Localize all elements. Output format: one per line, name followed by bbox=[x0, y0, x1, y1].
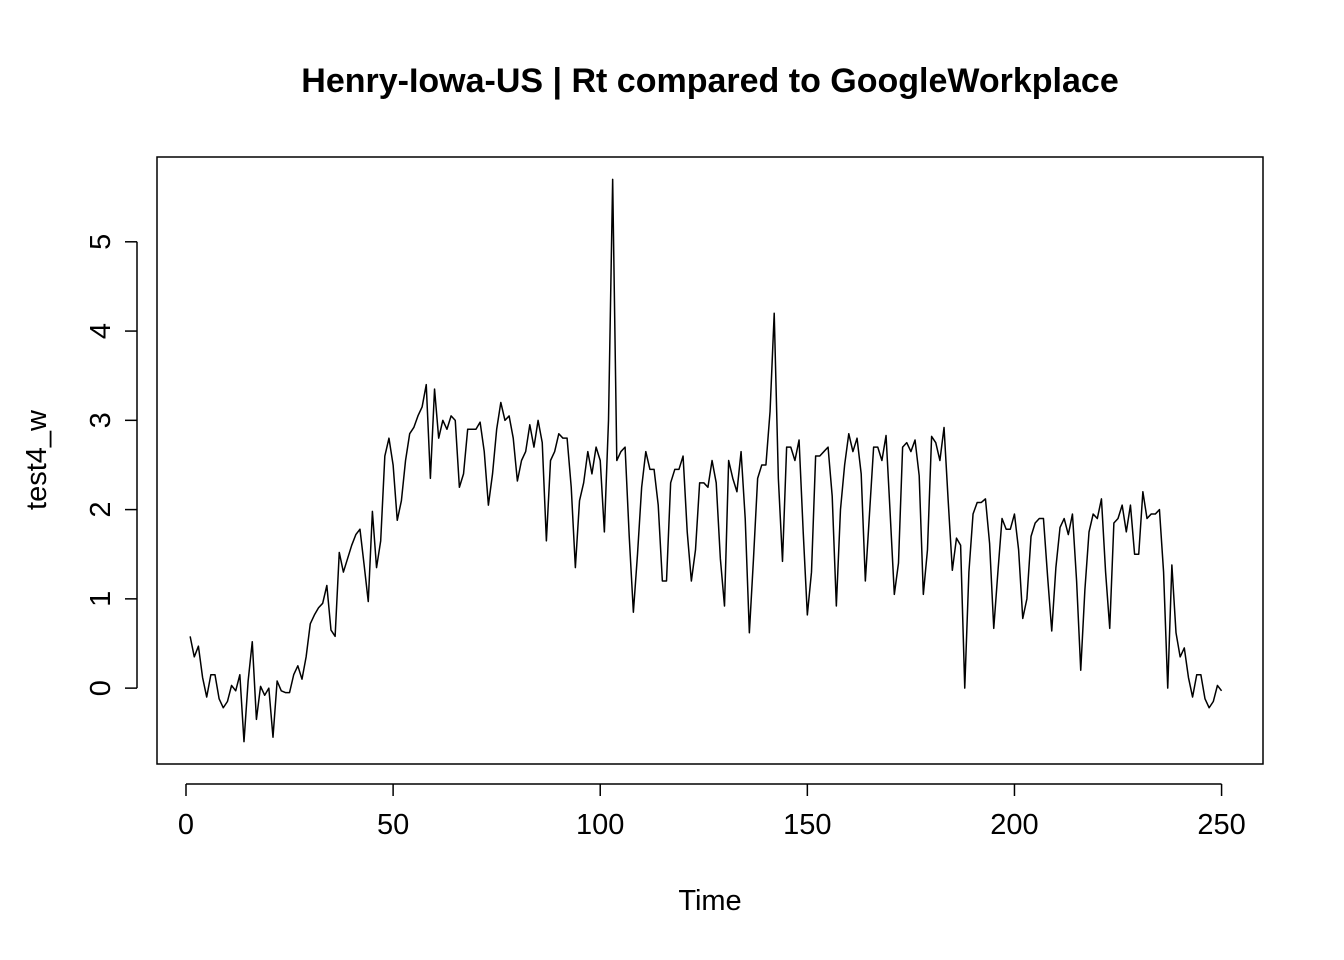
y-tick-label: 4 bbox=[85, 323, 117, 339]
y-tick-label: 1 bbox=[85, 591, 117, 607]
x-tick-label: 0 bbox=[178, 809, 194, 841]
x-tick-label: 50 bbox=[377, 809, 409, 841]
x-tick-label: 100 bbox=[576, 809, 624, 841]
chart-title: Henry-Iowa-US | Rt compared to GoogleWor… bbox=[301, 62, 1118, 100]
plot-frame bbox=[156, 156, 1264, 765]
y-axis: 0 1 2 3 4 5 bbox=[85, 234, 138, 696]
x-axis-label: Time bbox=[678, 885, 741, 917]
y-tick-label: 3 bbox=[85, 412, 117, 428]
x-tick-label: 200 bbox=[990, 809, 1038, 841]
y-tick-label: 2 bbox=[85, 502, 117, 518]
x-axis: 0 50 100 150 200 250 bbox=[178, 783, 1246, 841]
series-line bbox=[189, 178, 1223, 743]
series-points bbox=[189, 178, 1222, 742]
x-tick-label: 150 bbox=[783, 809, 831, 841]
y-tick-label: 5 bbox=[85, 234, 117, 250]
x-tick-label: 250 bbox=[1197, 809, 1245, 841]
y-axis-label: test4_w bbox=[21, 409, 53, 510]
y-tick-label: 0 bbox=[85, 680, 117, 696]
